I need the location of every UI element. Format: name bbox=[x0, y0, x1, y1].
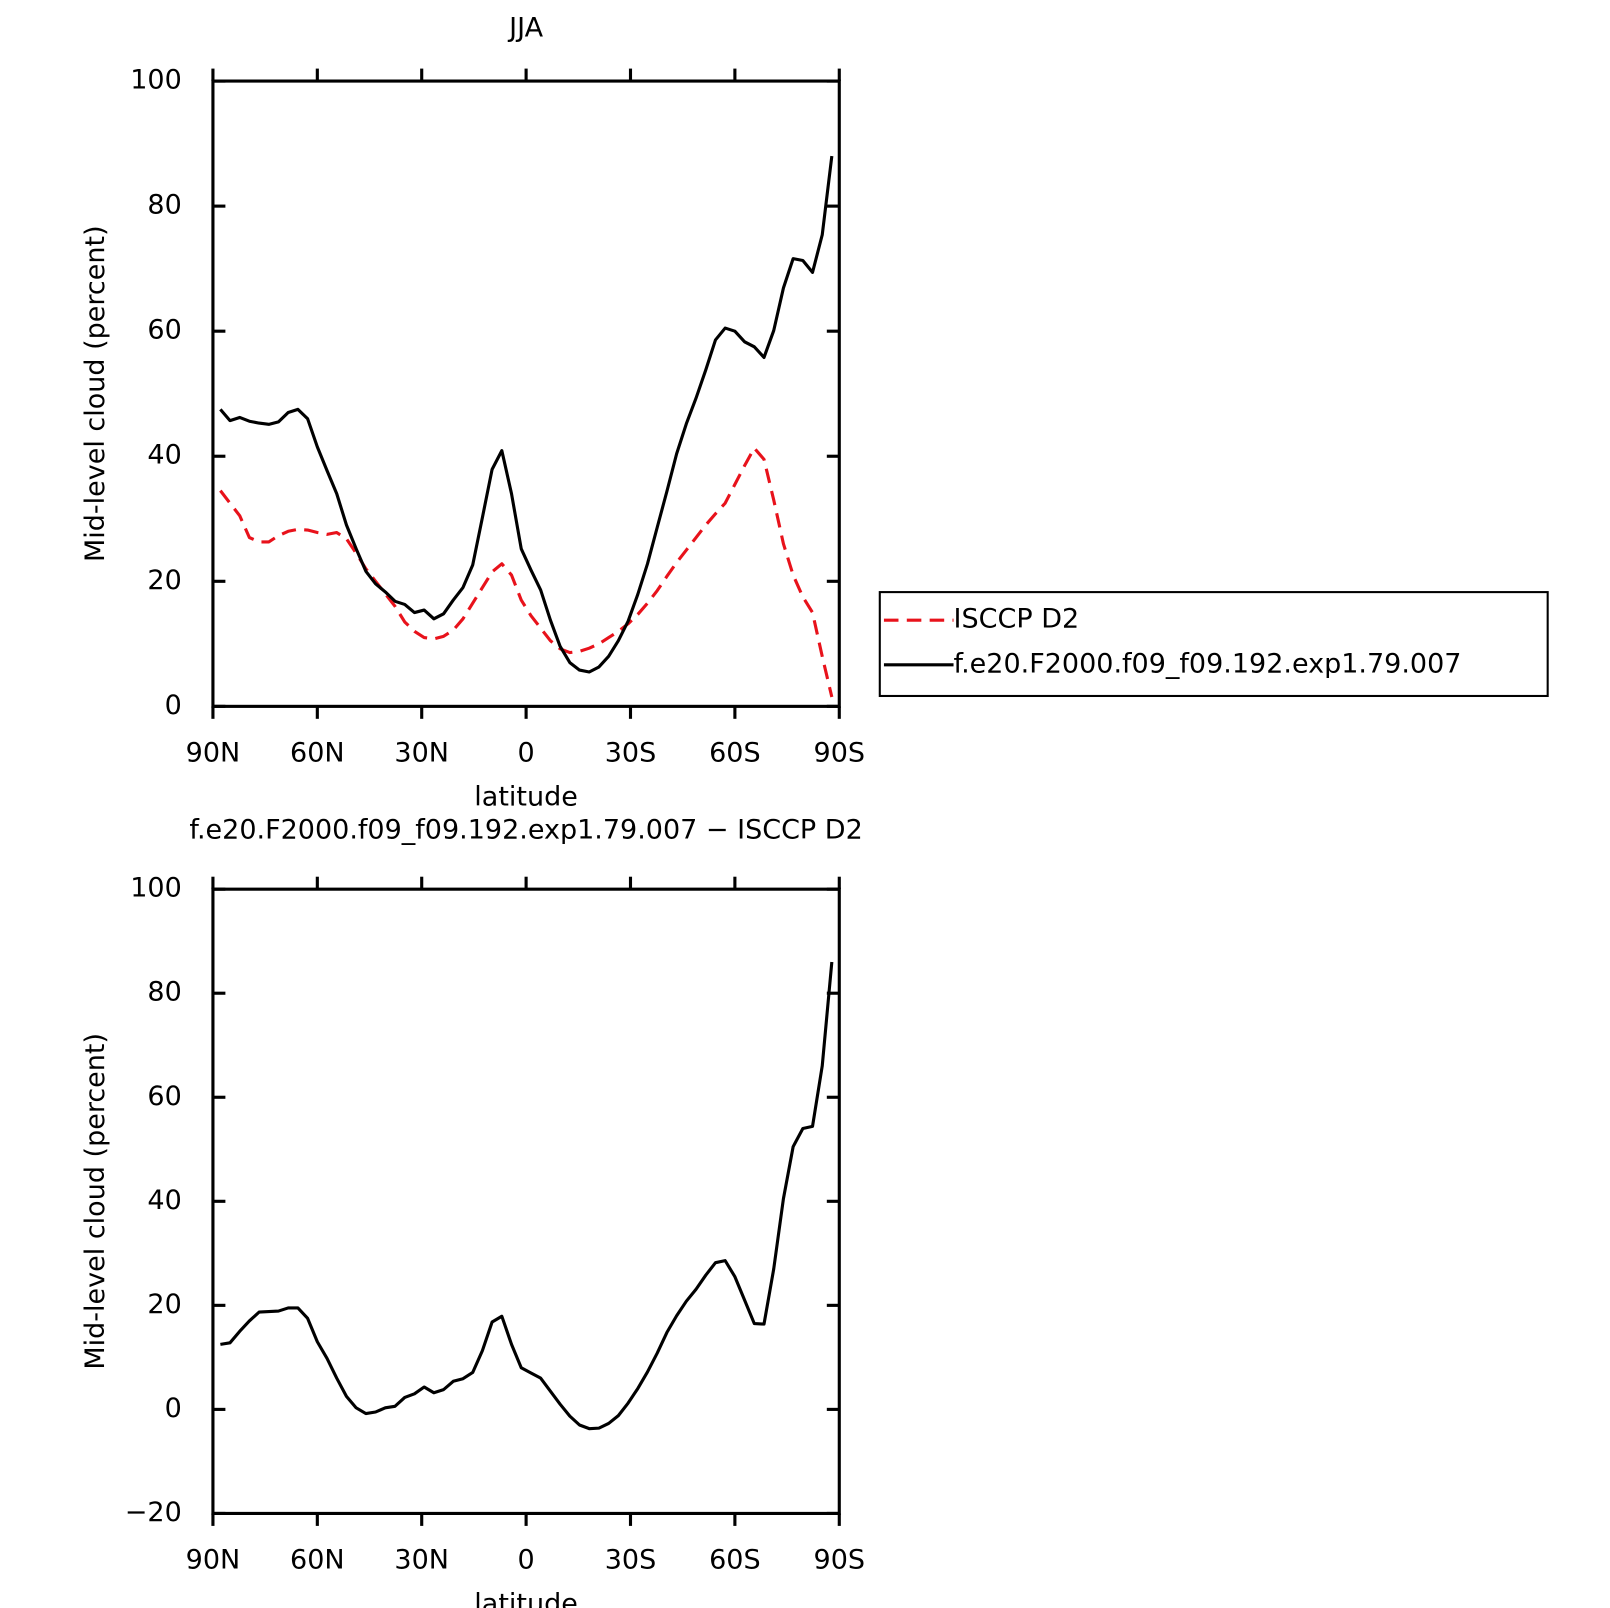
x-tick-label: 90S bbox=[814, 1545, 866, 1576]
legend-label: ISCCP D2 bbox=[954, 604, 1080, 635]
chart-title: JJA bbox=[507, 13, 543, 44]
x-tick-label: 30N bbox=[394, 1545, 449, 1576]
y-tick-label: 100 bbox=[130, 65, 182, 96]
legend-label: f.e20.F2000.f09_f09.192.exp1.79.007 bbox=[954, 648, 1462, 679]
x-tick-label: 60N bbox=[290, 1545, 345, 1576]
x-tick-label: 60S bbox=[709, 738, 761, 769]
x-tick-label: 90N bbox=[186, 738, 241, 769]
data-line bbox=[219, 446, 834, 698]
x-tick-label: 30N bbox=[394, 738, 449, 769]
plot-frame bbox=[211, 79, 841, 708]
x-tick-label: 30S bbox=[605, 1545, 657, 1576]
y-axis-label: Mid-level cloud (percent) bbox=[80, 1033, 111, 1370]
x-tick-label: 30S bbox=[605, 738, 657, 769]
legend-box bbox=[878, 591, 1549, 698]
y-tick-label: 60 bbox=[147, 315, 181, 346]
y-tick-label: 40 bbox=[147, 1185, 181, 1216]
data-line bbox=[219, 155, 834, 674]
x-tick-label: 60N bbox=[290, 738, 345, 769]
plot-frame bbox=[211, 887, 841, 1515]
y-tick-label: 20 bbox=[147, 1289, 181, 1320]
y-tick-label: 0 bbox=[165, 690, 182, 721]
y-axis-label: Mid-level cloud (percent) bbox=[80, 225, 111, 562]
y-tick-label: 60 bbox=[147, 1081, 181, 1112]
y-tick-label: −20 bbox=[125, 1497, 182, 1528]
x-tick-label: 90S bbox=[814, 738, 866, 769]
x-axis-label: latitude bbox=[474, 1588, 578, 1608]
x-tick-label: 60S bbox=[709, 1545, 761, 1576]
x-tick-label: 0 bbox=[518, 738, 535, 769]
chart-title: f.e20.F2000.f09_f09.192.exp1.79.007 − IS… bbox=[189, 815, 862, 846]
data-line bbox=[220, 961, 834, 1431]
x-tick-label: 0 bbox=[518, 1545, 535, 1576]
y-tick-label: 80 bbox=[147, 190, 181, 221]
y-tick-label: 80 bbox=[147, 977, 181, 1008]
x-tick-label: 90N bbox=[186, 1545, 241, 1576]
x-axis-label: latitude bbox=[474, 781, 578, 812]
y-tick-label: 100 bbox=[130, 873, 182, 904]
y-tick-label: 20 bbox=[147, 565, 181, 596]
y-tick-label: 40 bbox=[147, 440, 181, 471]
y-tick-label: 0 bbox=[165, 1393, 182, 1424]
